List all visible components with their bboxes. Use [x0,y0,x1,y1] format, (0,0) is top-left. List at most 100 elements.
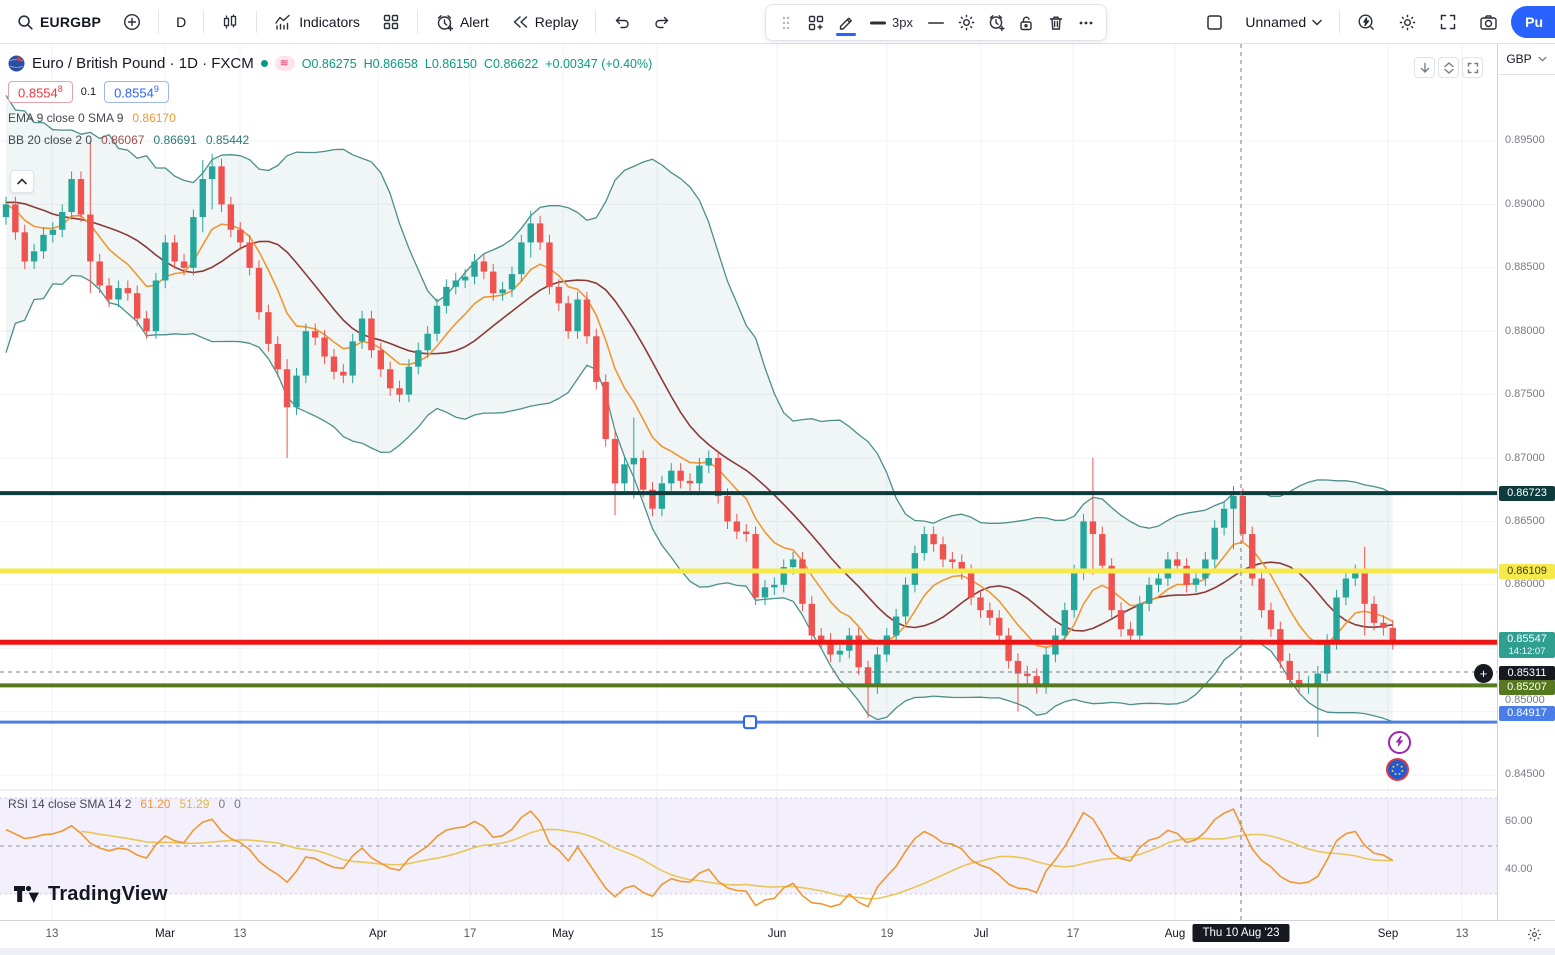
ema-indicator-row[interactable]: EMA 9 close 0 SMA 9 0.86170 [8,111,652,125]
price-tick: 0.89500 [1505,134,1545,146]
symbol-label: EURGBP [40,14,102,30]
compare-button[interactable] [114,6,150,38]
replay-icon [511,13,529,31]
toolbar-left-group: EURGBP D Indicators [8,0,680,44]
price-tick: 0.87500 [1505,388,1545,400]
delete-drawing-button[interactable] [1042,9,1070,37]
line-width-button[interactable]: 3px [862,9,920,37]
tradingview-watermark[interactable]: TradingView [14,882,168,906]
indicators-label: Indicators [299,14,360,30]
quick-search-button[interactable] [1348,6,1385,38]
chart-style-button[interactable] [212,6,248,38]
candlestick-icon [221,13,239,31]
pane-control-icons [1414,57,1483,78]
event-lightning-icon[interactable] [1388,731,1411,754]
maximize-pane-button[interactable] [1462,57,1483,78]
toolbar-separator [203,11,205,33]
gear-icon [957,13,976,32]
price-tick: 60.00 [1505,815,1533,827]
fullscreen-icon [1439,13,1457,31]
redo-arrow-icon [653,13,671,31]
quote-row: 0.85548 0.1 0.85549 [8,81,652,104]
chart-legend: Euro / British Pound · 1D · FXCM ≋ O0.86… [8,55,652,147]
rsi-indicator-row[interactable]: RSI 14 close SMA 14 2 61.20 51.29 0 0 [8,797,241,811]
toolbar-separator [1339,11,1341,33]
drawing-toolbar-drag-handle[interactable] [772,9,800,37]
lock-drawing-button[interactable] [1012,9,1040,37]
price-tick: 0.85000 [1505,694,1545,706]
templates-button[interactable] [373,6,409,38]
price-line-label: 0.85547 14:12:07 [1499,631,1555,658]
time-tick: 17 [1066,928,1080,940]
alert-button[interactable]: Alert [426,6,498,38]
redo-button[interactable] [644,6,680,38]
screenshot-button[interactable] [1470,6,1507,38]
price-tick: 0.86500 [1505,515,1545,527]
line-style-button[interactable] [922,9,950,37]
drag-dots-icon [781,15,791,31]
drawing-alert-button[interactable] [982,9,1010,37]
indicators-button[interactable]: Indicators [265,6,369,38]
trash-icon [1047,14,1065,32]
undo-button[interactable] [604,6,640,38]
gear-icon [1398,13,1417,32]
scroll-to-recent-button[interactable] [1414,57,1435,78]
publish-button[interactable]: Pu [1511,6,1555,38]
economic-event-eu-icon[interactable] [1386,758,1409,781]
drawing-settings-button[interactable] [952,9,980,37]
timezone-settings-icon[interactable] [1526,926,1543,943]
symbol-title-row[interactable]: Euro / British Pound · 1D · FXCM ≋ O0.86… [8,55,652,72]
time-tick: Sep [1377,928,1399,940]
drawing-toolbar: 3px [765,4,1107,41]
ideas-stream-icon[interactable]: ≋ [274,56,295,71]
price-line-label: 0.85207 [1499,679,1555,695]
crosshair-add-alert-button[interactable]: + [1474,664,1493,683]
top-toolbar: EURGBP D Indicators [0,0,1555,44]
grid-layout-icon [382,13,400,31]
chevron-down-icon [1312,19,1322,26]
publish-label: Pu [1525,14,1543,30]
ema-value: 0.86170 [132,111,176,126]
symbol-title: Euro / British Pound · 1D · FXCM [32,55,254,72]
price-axis[interactable]: GBP 0.89500 0.89000 0.88500 0.88000 0.87500 0… [1497,44,1555,920]
replay-button[interactable]: Replay [502,6,588,38]
chevron-down-icon [1538,56,1547,62]
add-layout-button[interactable] [802,9,830,37]
bb-indicator-row[interactable]: BB 20 close 2 0 0.86067 0.86691 0.85442 [8,133,652,147]
collapse-legend-button[interactable] [10,170,34,193]
alert-label: Alert [459,14,489,30]
currency-dropdown[interactable]: GBP [1498,44,1555,75]
layout-name-dropdown[interactable]: Unnamed [1236,6,1331,38]
buy-button[interactable]: 0.85549 [104,81,169,104]
toolbar-right-group: Unnamed [1197,0,1555,44]
spread-value: 0.1 [80,86,97,99]
time-tick: Apr [369,928,387,940]
more-options-button[interactable] [1072,9,1100,37]
price-tick: 40.00 [1505,863,1533,875]
chart-canvas[interactable] [0,44,1497,920]
pencil-icon [837,14,855,32]
unlocked-padlock-icon [1017,14,1035,32]
plus-circle-icon [123,13,141,31]
interval-button[interactable]: D [167,6,195,38]
chevron-up-icon [17,178,27,185]
collapse-pane-button[interactable] [1438,57,1459,78]
tradingview-brand-text: TradingView [48,882,168,905]
active-color-bar [836,32,856,36]
price-tick: 0.84500 [1505,768,1545,780]
chart-settings-button[interactable] [1389,6,1426,38]
draw-tool-button[interactable] [832,9,860,37]
time-axis[interactable]: 13 Mar 13 Apr 17 May 15 Jun 19 Jul 17 Aug Sep 13 Thu … [0,920,1555,948]
time-tick: 15 [650,928,664,940]
checkbox-icon [1206,14,1223,31]
sell-button[interactable]: 0.85548 [8,81,73,104]
close-value: C0.86622 [484,56,539,71]
price-tick: 0.89000 [1505,198,1545,210]
fullscreen-button[interactable] [1430,6,1466,38]
bb-upper-value: 0.86691 [153,133,197,148]
symbol-search-button[interactable]: EURGBP [8,6,110,38]
time-tick: 19 [880,928,894,940]
time-tick: 13 [233,928,247,940]
save-checkbox-button[interactable] [1197,6,1232,38]
